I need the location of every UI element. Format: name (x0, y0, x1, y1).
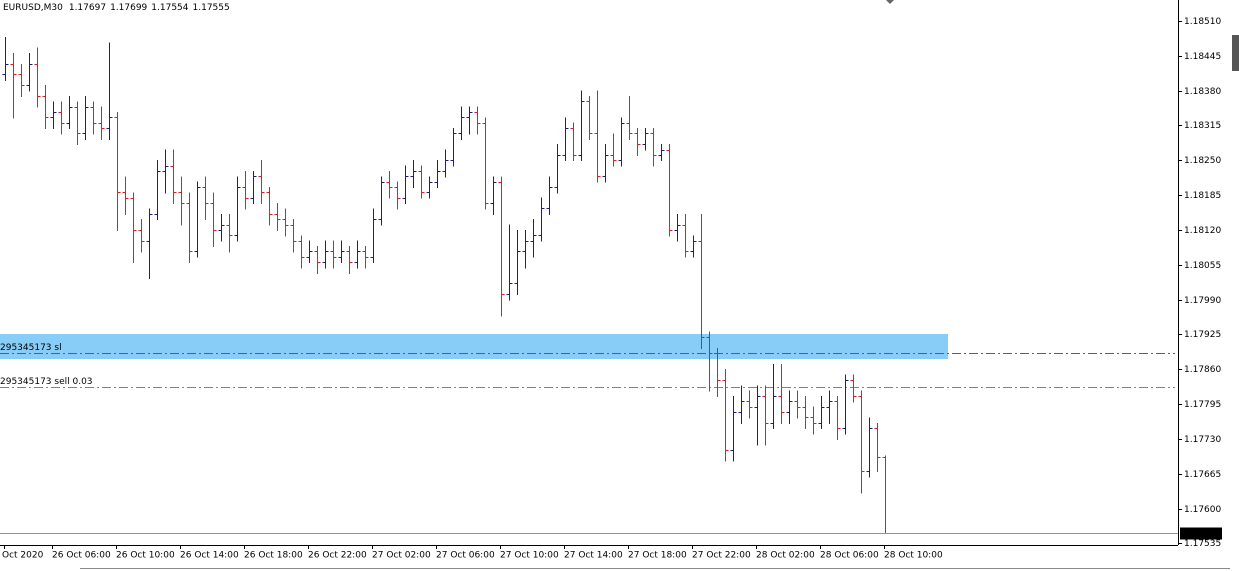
y-tick-label: 1.18185 (1184, 191, 1221, 201)
x-tick-label: 27 Oct 14:00 (564, 551, 623, 561)
y-tick-label: 1.17860 (1184, 365, 1221, 375)
x-tick-label: Oct 2020 (2, 551, 44, 561)
y-tick-label: 1.17990 (1184, 296, 1221, 306)
chart-header: EURUSD,M30 1.17697 1.17699 1.17554 1.17555 (3, 3, 230, 13)
y-tick-label: 1.18445 (1184, 52, 1221, 62)
y-tick-label: 1.18120 (1184, 226, 1221, 236)
y-tick-label: 1.17925 (1184, 330, 1221, 340)
x-tick-label: 26 Oct 10:00 (116, 551, 175, 561)
x-tick-label: 27 Oct 18:00 (628, 551, 687, 561)
x-tick-label: 27 Oct 22:00 (692, 551, 751, 561)
side-panel (1232, 35, 1239, 71)
y-tick-label: 1.18380 (1184, 87, 1221, 97)
x-tick-label: 26 Oct 18:00 (244, 551, 303, 561)
x-tick-label: 26 Oct 22:00 (308, 551, 367, 561)
y-tick-label: 1.17795 (1184, 400, 1221, 410)
last-low: 1.17554 (151, 3, 188, 13)
x-tick-label: 26 Oct 06:00 (52, 551, 111, 561)
shift-marker (886, 0, 894, 4)
y-tick-label: 1.17600 (1184, 505, 1221, 515)
x-tick-label: 27 Oct 10:00 (500, 551, 559, 561)
x-tick-label: 27 Oct 06:00 (436, 551, 495, 561)
y-tick-label: 1.18315 (1184, 121, 1221, 131)
current-price-label: 1.17555 (1183, 529, 1220, 539)
x-tick-label: 26 Oct 14:00 (180, 551, 239, 561)
last-high: 1.17699 (110, 3, 147, 13)
y-tick-label: 1.18510 (1184, 17, 1221, 27)
symbol: EURUSD,M30 (3, 3, 63, 13)
y-tick-label: 1.18250 (1184, 156, 1221, 166)
y-tick-label: 1.17730 (1184, 435, 1221, 445)
x-tick-label: 27 Oct 02:00 (372, 551, 431, 561)
y-tick-label: 1.17535 (1184, 539, 1221, 549)
order-label: 295345173 sell 0.03 (0, 377, 93, 387)
current-price-box (1180, 527, 1222, 540)
x-tick-label: 28 Oct 10:00 (884, 551, 943, 561)
order-label: 295345173 sl (0, 343, 62, 353)
y-tick-label: 1.17665 (1184, 470, 1221, 480)
selection-band (0, 334, 948, 359)
last-open: 1.17697 (69, 3, 106, 13)
last-close: 1.17555 (193, 3, 230, 13)
x-tick-label: 28 Oct 06:00 (820, 551, 879, 561)
y-tick-label: 1.18055 (1184, 261, 1221, 271)
x-tick-label: 28 Oct 02:00 (756, 551, 815, 561)
